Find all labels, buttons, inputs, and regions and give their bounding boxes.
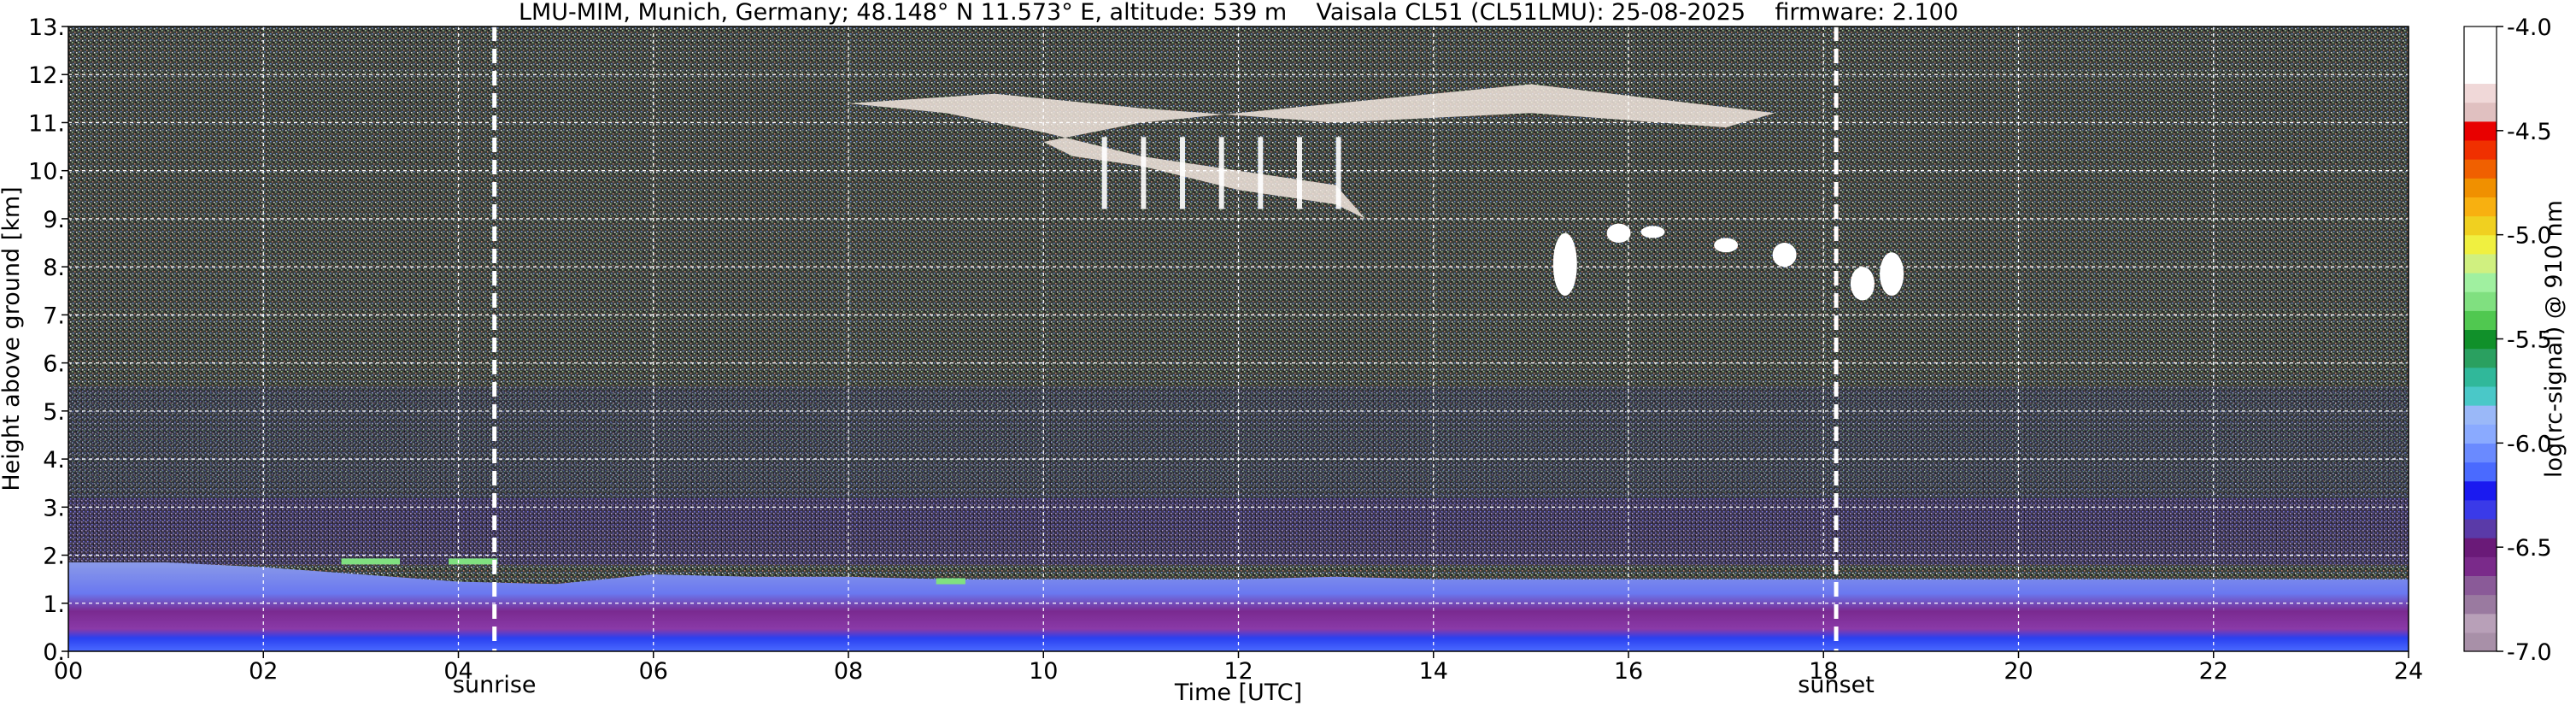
x-tick-label: 20 <box>2004 658 2033 685</box>
colorbar-tick-label: -6.0 <box>2507 431 2552 457</box>
colorbar-tick-label: -5.5 <box>2507 327 2552 354</box>
colorbar-segment <box>2464 480 2497 501</box>
colorbar-segment <box>2464 64 2497 85</box>
cirrus-cloud <box>848 84 1775 219</box>
y-tick-label: 8. <box>43 255 65 281</box>
cirrus-streak <box>1180 137 1185 209</box>
y-tick-label: 7. <box>43 303 65 329</box>
cirrus-streak <box>1101 137 1107 209</box>
colorbar-segment <box>2464 556 2497 576</box>
colorbar-segment <box>2464 575 2497 596</box>
colorbar-segment <box>2464 329 2497 350</box>
y-axis-ticks: 0. 1. 2. 3. 4. 5. 6. 7. 8. 9. 10. 11. 12. 13. <box>28 15 68 666</box>
colorbar-segment <box>2464 197 2497 217</box>
cloud-patch <box>1850 267 1875 301</box>
cirrus-streak <box>1258 137 1264 209</box>
colorbar-segment <box>2464 385 2497 406</box>
colorbar-segment <box>2464 518 2497 538</box>
x-tick-label: 12 <box>1223 658 1253 685</box>
x-tick-label: 06 <box>639 658 668 685</box>
colorbar-segment <box>2464 139 2497 160</box>
colorbar-segment <box>2464 26 2497 46</box>
annotation-label: sunrise <box>453 672 537 698</box>
colorbar-segment <box>2464 594 2497 615</box>
grid <box>68 26 2409 651</box>
y-tick-label: 13. <box>28 15 65 41</box>
boundary-layer-top-cloud <box>936 578 965 585</box>
y-tick-label: 12. <box>28 62 65 89</box>
colorbar-segment <box>2464 613 2497 633</box>
cloud-patch <box>1880 252 1904 296</box>
boundary-layer-top-cloud <box>449 558 498 565</box>
colorbar-segment <box>2464 178 2497 197</box>
cirrus-streak <box>1218 137 1224 209</box>
y-tick-label: 6. <box>43 351 65 378</box>
cloud-patch <box>1552 232 1577 296</box>
boundary-layer-top-cloud <box>341 558 400 565</box>
x-tick-label: 00 <box>54 658 83 685</box>
colorbar-tick-label: -4.0 <box>2507 15 2552 41</box>
colorbar-segment <box>2464 234 2497 255</box>
colorbar-segment <box>2464 538 2497 557</box>
colorbar: -4.0 -4.5 -5.0 -5.5 -6.0 -6.5 -7.0 <box>2463 15 2552 666</box>
colorbar-segment <box>2464 45 2497 65</box>
colorbar-segment <box>2464 215 2497 236</box>
colorbar-tick-label: -6.5 <box>2507 535 2552 562</box>
colorbar-segment <box>2464 310 2497 331</box>
x-tick-label: 08 <box>834 658 863 685</box>
colorbar-segment <box>2464 499 2497 520</box>
x-tick-label: 22 <box>2199 658 2228 685</box>
y-tick-label: 9. <box>43 207 65 233</box>
cirrus-streak <box>1335 137 1341 209</box>
colorbar-segment <box>2464 348 2497 368</box>
annotation-label: sunset <box>1798 672 1875 698</box>
y-tick-label: 1. <box>43 591 65 618</box>
y-tick-label: 2. <box>43 544 65 570</box>
y-tick-label: 3. <box>43 495 65 521</box>
colorbar-segment <box>2464 424 2497 444</box>
x-tick-label: 10 <box>1029 658 1058 685</box>
x-tick-label: 04 <box>443 658 472 685</box>
colorbar-tick-label: -4.5 <box>2507 119 2552 145</box>
y-tick-label: 0. <box>43 639 65 666</box>
x-tick-label: 18 <box>1809 658 1838 685</box>
cirrus-streak <box>1141 137 1147 209</box>
colorbar-segment <box>2464 632 2497 652</box>
cloud-layer <box>341 84 1904 585</box>
cloud-patch <box>1772 243 1797 268</box>
colorbar-segment <box>2464 443 2497 463</box>
x-tick-label: 14 <box>1419 658 1448 685</box>
y-tick-label: 11. <box>28 110 65 137</box>
colorbar-tick-label: -5.0 <box>2507 223 2552 250</box>
y-tick-label: 10. <box>28 159 65 185</box>
colorbar-segment <box>2464 462 2497 482</box>
colorbar-segment <box>2464 367 2497 387</box>
x-axis-ticks: 00 02 04 06 08 10 12 14 16 18 20 22 24 <box>54 651 2423 685</box>
annotations: sunrise sunset <box>453 26 1875 698</box>
plot-area <box>68 26 2409 651</box>
colorbar-segment <box>2464 405 2497 425</box>
x-tick-label: 02 <box>249 658 278 685</box>
x-tick-label: 24 <box>2394 658 2423 685</box>
colorbar-segment <box>2464 272 2497 292</box>
colorbar-segment <box>2464 291 2497 311</box>
colorbar-label: log(rc-signal) @ 910 nm <box>2541 200 2567 478</box>
colorbar-segment <box>2464 159 2497 179</box>
colorbar-tick-label: -7.0 <box>2507 639 2552 666</box>
colorbar-segment <box>2464 121 2497 141</box>
colorbar-segment <box>2464 83 2497 103</box>
x-tick-label: 16 <box>1614 658 1643 685</box>
colorbar-segment <box>2464 102 2497 122</box>
x-axis-label: Time [UTC] <box>1174 680 1302 706</box>
cirrus-streak <box>1297 137 1302 209</box>
cloud-patch <box>1606 223 1631 243</box>
y-tick-label: 5. <box>43 399 65 426</box>
y-tick-label: 4. <box>43 447 65 474</box>
y-axis-label: Height above ground [km] <box>0 186 25 491</box>
chart-title: LMU-MIM, Munich, Germany; 48.148° N 11.5… <box>519 0 1958 26</box>
cloud-patch <box>1714 238 1739 253</box>
colorbar-segment <box>2464 253 2497 274</box>
cloud-patch <box>1640 226 1665 238</box>
